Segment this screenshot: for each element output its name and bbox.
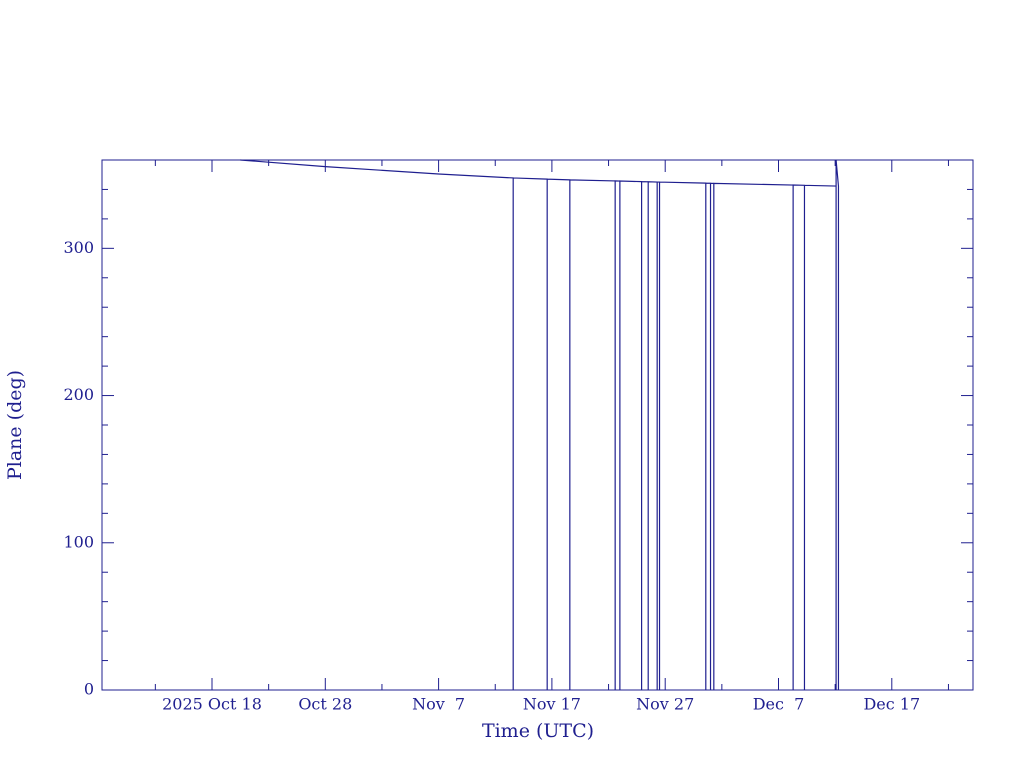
x-tick-label: Dec 17 (863, 695, 920, 714)
y-tick-label: 200 (63, 385, 94, 404)
x-tick-label: Nov 27 (636, 695, 694, 714)
y-axis-label: Plane (deg) (4, 370, 26, 480)
plot-frame (101, 159, 974, 691)
x-tick-label: Nov 7 (412, 695, 465, 714)
x-axis-label: Time (UTC) (482, 720, 594, 742)
y-tick-label: 300 (63, 238, 94, 257)
x-tick-label: Dec 7 (753, 695, 805, 714)
x-tick-label: 2025 Oct 18 (162, 695, 262, 714)
data-line (240, 159, 840, 690)
x-tick-label: Nov 17 (523, 695, 581, 714)
y-tick-label: 100 (63, 532, 94, 551)
x-tick-label: Oct 28 (298, 695, 352, 714)
y-tick-label: 0 (84, 680, 94, 699)
